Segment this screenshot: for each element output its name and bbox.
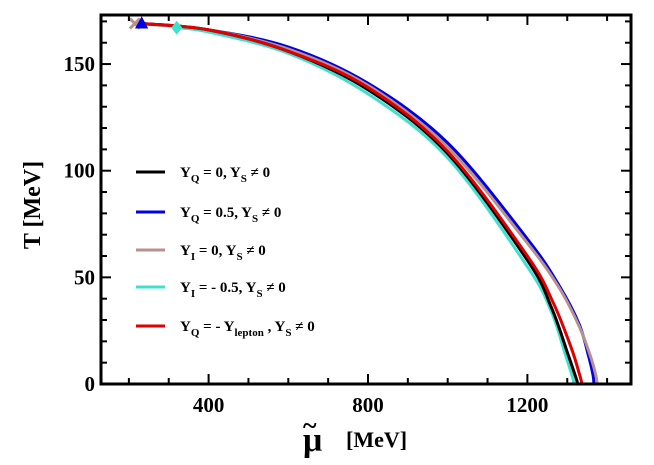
y-tick-label: 0	[85, 372, 96, 396]
critical-point-marker	[171, 20, 183, 35]
legend-subscript: S	[285, 327, 291, 339]
legend-label: YQ = 0, YS ≠ 0	[180, 165, 270, 185]
legend-subscript: S	[241, 173, 247, 185]
legend-text-part: Y	[180, 243, 191, 259]
legend-subscript: Q	[191, 213, 200, 225]
legend-text-part: ≠ 0	[247, 165, 270, 181]
legend-label: YI = - 0.5, YS ≠ 0	[180, 280, 286, 300]
tick-labels-group: 400 800 1200 0 50 100 150	[64, 52, 549, 417]
plot-frame	[99, 13, 633, 386]
y-tick-label: 50	[74, 265, 95, 289]
legend-label: YQ = - Ylepton , YS ≠ 0	[180, 319, 315, 339]
x-tick-label: 800	[352, 393, 384, 417]
y-tick-label: 150	[64, 52, 96, 76]
legend-text-part: = - Y	[199, 319, 234, 335]
x-axis-symbol: μ	[303, 422, 322, 459]
legend-text-part: , Y	[264, 319, 286, 335]
legend: YQ = 0, YS ≠ 0YQ = 0.5, YS ≠ 0YI = 0, YS…	[136, 165, 315, 339]
legend-text-part: Y	[180, 319, 191, 335]
series-line	[176, 26, 576, 385]
legend-text-part: Y	[180, 165, 191, 181]
x-tick-label: 1200	[506, 393, 548, 417]
legend-label: YI = 0, YS ≠ 0	[180, 243, 266, 263]
legend-subscript: Q	[191, 173, 200, 185]
legend-text-part: ≠ 0	[263, 280, 286, 296]
legend-subscript: I	[191, 251, 195, 263]
x-axis-title: μ ~ [MeV]	[303, 411, 407, 459]
x-tick-label: 400	[193, 393, 225, 417]
x-axis-unit: [MeV]	[346, 427, 407, 452]
legend-text-part: = 0, Y	[195, 243, 236, 259]
legend-text-part: = 0.5, Y	[199, 205, 252, 221]
legend-subscript: S	[256, 288, 262, 300]
critical-point-marker	[135, 16, 149, 29]
x-axis-tilde: ~	[303, 411, 317, 440]
legend-text-part: ≠ 0	[291, 319, 314, 335]
legend-subscript: lepton	[234, 327, 263, 339]
legend-subscript: S	[252, 213, 258, 225]
legend-subscript: Q	[191, 327, 200, 339]
y-tick-label: 100	[64, 159, 96, 183]
legend-label: YQ = 0.5, YS ≠ 0	[180, 205, 281, 225]
legend-text-part: ≠ 0	[258, 205, 281, 221]
legend-text-part: Y	[180, 280, 191, 296]
legend-text-part: ≠ 0	[243, 243, 266, 259]
ticks-group	[101, 15, 631, 384]
legend-text-part: = - 0.5, Y	[195, 280, 256, 296]
legend-subscript: I	[191, 288, 195, 300]
series-line	[141, 22, 584, 385]
legend-subscript: S	[236, 251, 242, 263]
markers-group	[128, 16, 183, 35]
critical-point-marker	[128, 17, 141, 30]
y-axis-title: T [MeV]	[20, 161, 46, 249]
legend-text-part: Y	[180, 205, 191, 221]
curves-group	[134, 22, 599, 385]
legend-text-part: = 0, Y	[199, 165, 240, 181]
